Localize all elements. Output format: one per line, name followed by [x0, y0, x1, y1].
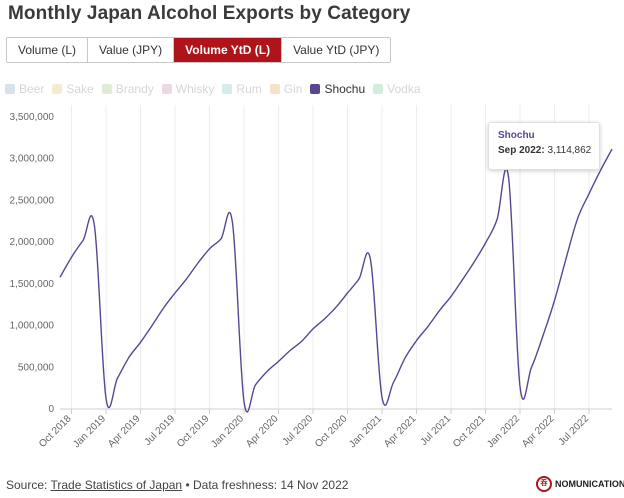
- x-tick-label: Jul 2019: [143, 413, 178, 448]
- source-prefix: Source:: [6, 478, 48, 492]
- y-tick-label: 1,000,000: [10, 321, 55, 332]
- legend-item-brandy[interactable]: Brandy: [101, 82, 154, 96]
- source-link[interactable]: Trade Statistics of Japan: [50, 478, 183, 492]
- series-line-shochu: [59, 148, 613, 413]
- x-tick-label: Oct 2018: [37, 413, 74, 450]
- y-tick-label: 3,000,000: [10, 154, 55, 165]
- legend-swatch: [310, 84, 321, 94]
- legend-label: Shochu: [324, 82, 366, 96]
- tooltip: Shochu Sep 2022: 3,114,862: [488, 122, 600, 170]
- tooltip-value: 3,114,862: [547, 145, 592, 156]
- legend-swatch: [101, 84, 112, 94]
- legend-label: Sake: [66, 82, 94, 96]
- legend-item-whisky[interactable]: Whisky: [161, 82, 215, 96]
- x-tick-label: Apr 2021: [382, 413, 419, 450]
- tooltip-detail: Sep 2022: 3,114,862: [498, 145, 599, 156]
- legend-swatch: [269, 84, 280, 94]
- legend-swatch: [161, 84, 172, 94]
- y-tick-label: 2,500,000: [10, 195, 55, 206]
- legend-label: Brandy: [115, 82, 154, 96]
- x-tick-label: Jan 2019: [71, 413, 108, 450]
- legend-item-vodka[interactable]: Vodka: [373, 82, 421, 96]
- brand-logo[interactable]: 呑 NOMUNICATION: [536, 476, 624, 492]
- logo-text: NOMUNICATION: [555, 479, 624, 489]
- metric-tabs: Volume (L) Value (JPY) Volume YtD (L) Va…: [6, 37, 392, 63]
- y-tick-label: 0: [48, 404, 54, 415]
- x-tick-label: Jan 2020: [209, 413, 246, 450]
- chart-legend: Beer Sake Brandy Whisky Rum Gin Shochu V…: [5, 82, 429, 96]
- x-tick-label: Jul 2020: [281, 413, 316, 448]
- y-tick-label: 1,500,000: [10, 279, 55, 290]
- legend-label: Whisky: [175, 82, 215, 96]
- legend-swatch: [52, 84, 63, 94]
- series-group: [59, 148, 613, 413]
- tab-value-ytd[interactable]: Value YtD (JPY): [282, 38, 391, 62]
- chart-svg: 0 500,000 1,000,000 1,500,000 2,000,000 2,500…: [10, 105, 613, 450]
- legend-item-rum[interactable]: Rum: [222, 82, 262, 96]
- legend-swatch: [373, 84, 384, 94]
- x-tick-label: Jan 2021: [347, 413, 384, 450]
- tooltip-date: Sep 2022:: [498, 145, 545, 156]
- legend-label: Vodka: [387, 82, 421, 96]
- x-tick-label: Apr 2022: [520, 413, 557, 450]
- tab-volume-ytd[interactable]: Volume YtD (L): [174, 38, 283, 62]
- x-tick-label: Oct 2019: [175, 413, 212, 450]
- x-tick-label: Jul 2022: [557, 413, 592, 448]
- legend-swatch: [222, 84, 233, 94]
- legend-item-sake[interactable]: Sake: [52, 82, 94, 96]
- footer: Source: Trade Statistics of Japan • Data…: [6, 478, 348, 492]
- x-tick-label: Jan 2022: [485, 413, 522, 450]
- x-tick-label: Apr 2020: [244, 413, 281, 450]
- legend-item-shochu[interactable]: Shochu: [310, 82, 365, 96]
- tab-value[interactable]: Value (JPY): [88, 38, 175, 62]
- grid: [71, 105, 590, 409]
- legend-label: Beer: [19, 82, 45, 96]
- x-tick-label: Oct 2020: [313, 413, 350, 450]
- legend-label: Gin: [283, 82, 303, 96]
- y-axis: 0 500,000 1,000,000 1,500,000 2,000,000 2,500…: [10, 112, 55, 415]
- x-tick-label: Oct 2021: [451, 413, 488, 450]
- x-tick-label: Apr 2019: [106, 413, 143, 450]
- page-title: Monthly Japan Alcohol Exports by Categor…: [8, 3, 411, 24]
- tooltip-series: Shochu: [498, 130, 535, 141]
- legend-swatch: [5, 84, 15, 94]
- logo-mark: 呑: [536, 476, 552, 492]
- x-tick-label: Jul 2021: [419, 413, 454, 448]
- legend-item-gin[interactable]: Gin: [269, 82, 303, 96]
- legend-item-beer[interactable]: Beer: [5, 82, 44, 96]
- y-tick-label: 500,000: [18, 362, 55, 373]
- y-tick-label: 3,500,000: [10, 112, 55, 123]
- data-freshness: • Data freshness: 14 Nov 2022: [185, 478, 349, 492]
- legend-label: Rum: [236, 82, 262, 96]
- y-tick-label: 2,000,000: [10, 237, 55, 248]
- tab-volume[interactable]: Volume (L): [7, 38, 89, 62]
